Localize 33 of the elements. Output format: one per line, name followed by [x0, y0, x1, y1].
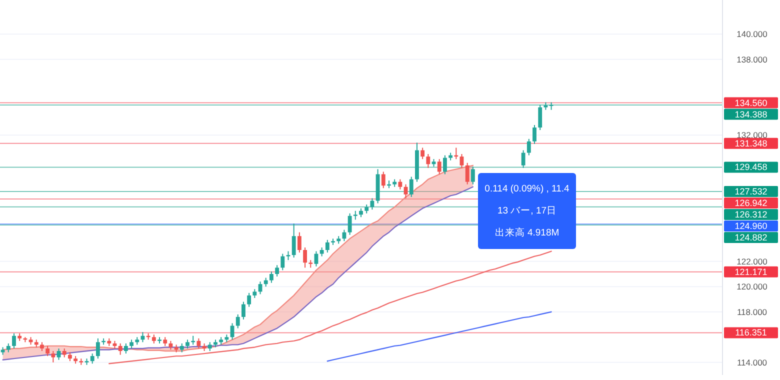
- price-label: 129.458: [724, 162, 778, 173]
- price-label: 124.882: [724, 232, 778, 244]
- ref-line-label: 124.960: [734, 221, 768, 232]
- y-tick-label: 140.000: [736, 29, 768, 40]
- ref-line-label: 134.388: [734, 109, 768, 120]
- price-label: 126.312: [724, 209, 778, 220]
- y-tick-label: 120.000: [736, 282, 768, 292]
- price-label: 134.388: [724, 108, 778, 120]
- price-label: 131.348: [724, 138, 778, 149]
- price-label: 121.171: [724, 266, 778, 278]
- ref-line-label: 124.882: [734, 232, 768, 243]
- ref-line-label: 116.351: [735, 328, 767, 338]
- ref-line-label: 126.942: [734, 198, 768, 208]
- ref-line-label: 121.171: [734, 266, 768, 277]
- price-label: 127.532: [724, 186, 778, 198]
- price-label: 126.942: [724, 198, 778, 209]
- price-label: 134.560: [724, 97, 778, 108]
- y-tick-label: 118.000: [736, 306, 768, 317]
- y-tick-label: 132.000: [736, 130, 768, 140]
- price-label: 116.351: [724, 327, 778, 338]
- annotation: 13 バー, 17日: [497, 206, 557, 216]
- annotation: 出来高 4.918M: [494, 226, 560, 238]
- ref-line-label: 131.348: [734, 138, 768, 148]
- price-label: 124.960: [724, 220, 778, 232]
- ref-line-label: 127.532: [734, 186, 768, 197]
- y-tick-label: 122.000: [736, 256, 768, 266]
- ref-line-label: 134.560: [734, 98, 768, 108]
- y-tick-label: 138.000: [736, 54, 768, 64]
- ref-line-label: 126.312: [734, 210, 768, 220]
- y-tick-label: 114.000: [736, 357, 768, 368]
- tooltip: 0.114 (0.09%) , 11.4 13 バー, 17日 出来高 4.918M: [478, 173, 576, 249]
- ref-line-label: 129.458: [734, 162, 768, 172]
- annotation: 0.114 (0.09%) , 11.4: [484, 184, 570, 194]
